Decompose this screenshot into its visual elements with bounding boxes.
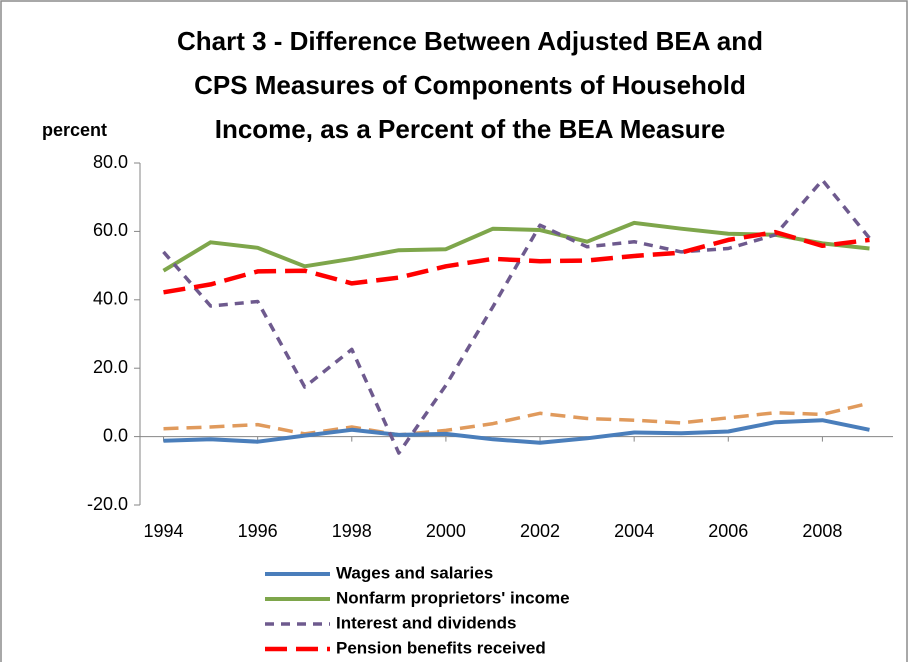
y-tick-label: 80.0 — [93, 152, 128, 172]
chart-title: Income, as a Percent of the BEA Measure — [215, 114, 726, 144]
chart-title: CPS Measures of Components of Household — [194, 70, 746, 100]
y-tick-label: 0.0 — [103, 425, 128, 445]
y-tick-label: 40.0 — [93, 289, 128, 309]
y-axis-label: percent — [42, 120, 107, 140]
legend-label: Interest and dividends — [336, 613, 516, 632]
series-line — [163, 229, 870, 295]
series-line — [163, 401, 870, 437]
x-tick-label: 1996 — [238, 521, 278, 541]
legend-label: Wages and salaries — [336, 563, 493, 582]
legend-label: Nonfarm proprietors' income — [336, 588, 570, 607]
x-tick-label: 1998 — [332, 521, 372, 541]
series-line — [163, 418, 870, 445]
x-tick-label: 2002 — [520, 521, 560, 541]
x-tick-label: 2008 — [802, 521, 842, 541]
chart-title: Chart 3 - Difference Between Adjusted BE… — [177, 26, 763, 56]
x-tick-label: 2004 — [614, 521, 654, 541]
y-tick-label: 20.0 — [93, 357, 128, 377]
series-line — [162, 178, 871, 455]
y-tick-label: -20.0 — [87, 494, 128, 514]
x-tick-label: 1994 — [144, 521, 184, 541]
y-tick-label: 60.0 — [93, 220, 128, 240]
x-tick-label: 2000 — [426, 521, 466, 541]
x-tick-label: 2006 — [708, 521, 748, 541]
legend-label: Pension benefits received — [336, 638, 546, 657]
